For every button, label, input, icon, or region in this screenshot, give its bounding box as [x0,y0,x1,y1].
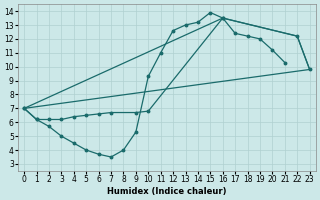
X-axis label: Humidex (Indice chaleur): Humidex (Indice chaleur) [107,187,227,196]
